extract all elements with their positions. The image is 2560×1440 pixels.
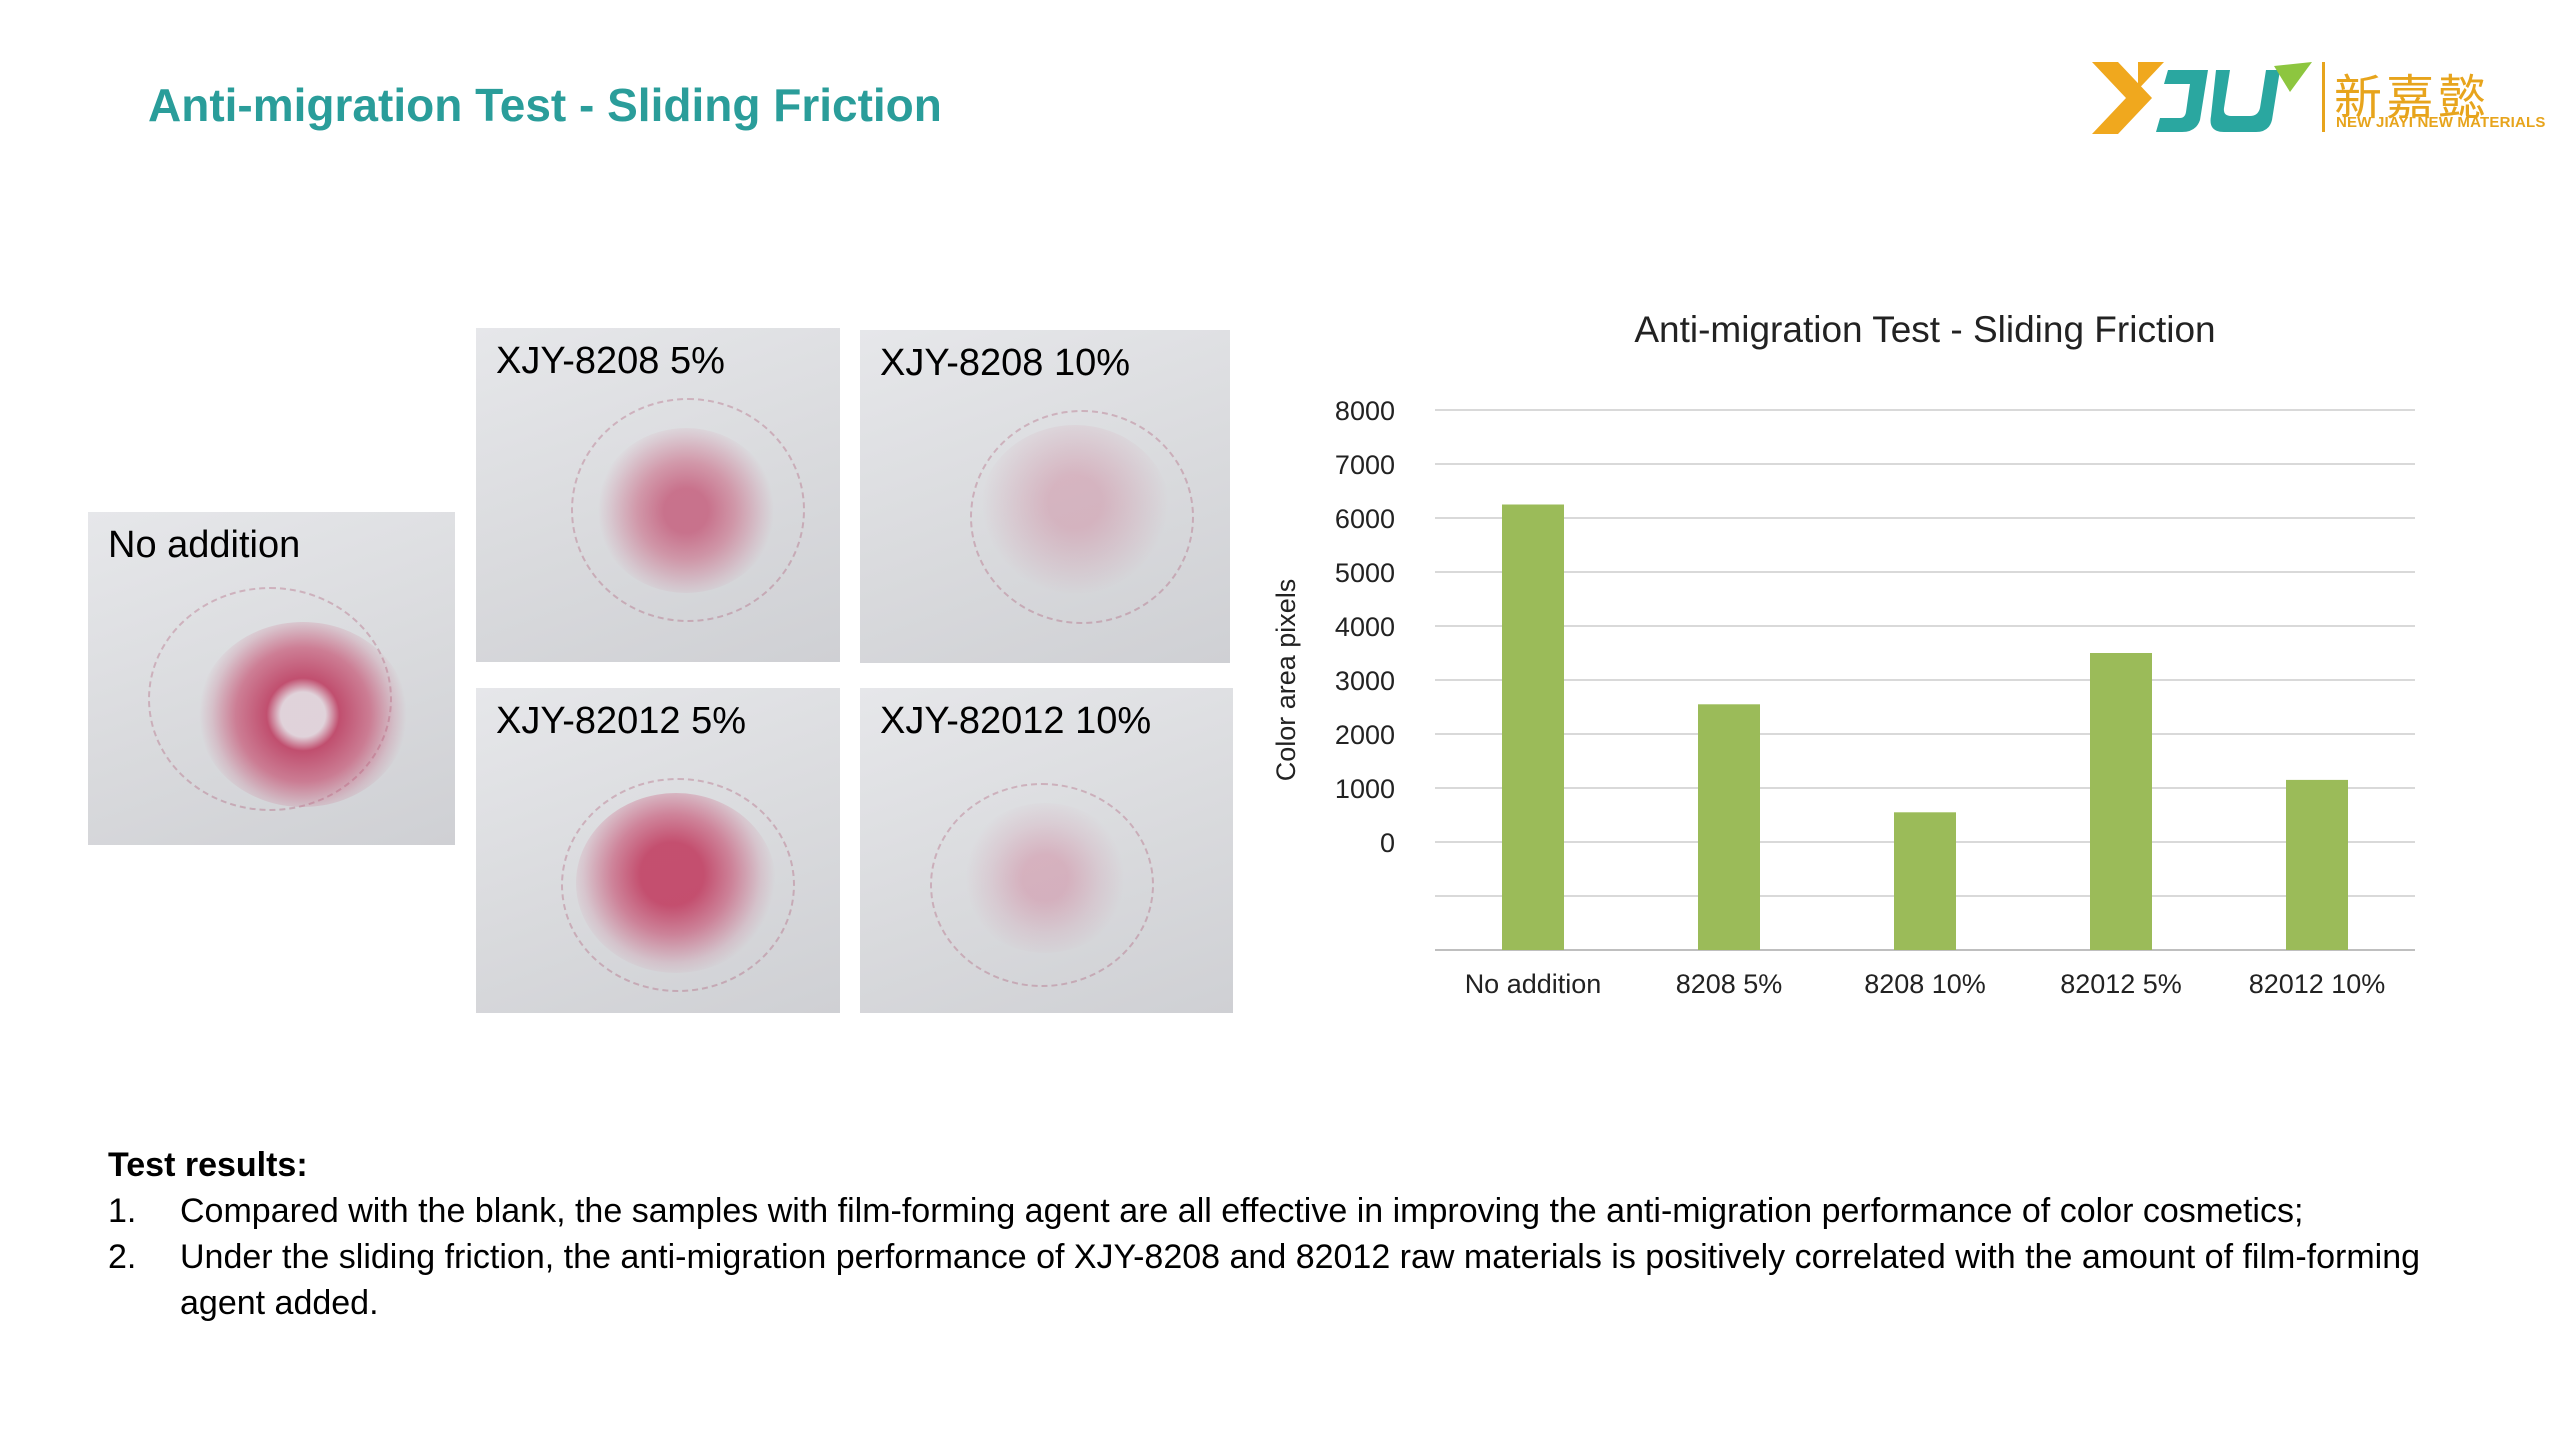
x-tick-label: 8208 10% — [1864, 969, 1986, 999]
bar — [1502, 504, 1564, 950]
chart-title: Anti-migration Test - Sliding Friction — [1634, 309, 2215, 350]
photo-xjy-82012-10: XJY-82012 10% — [860, 688, 1233, 1013]
y-axis-label: Color area pixels — [1271, 579, 1301, 782]
y-tick-label: 0 — [1380, 828, 1395, 858]
stain-mark — [198, 622, 408, 807]
y-tick-label: 1000 — [1335, 774, 1395, 804]
y-tick-label: 4000 — [1335, 612, 1395, 642]
result-number: 2. — [108, 1238, 137, 1276]
company-logo: 新嘉懿 NEW JIAYI NEW MATERIALS — [2090, 58, 2545, 138]
y-tick-label: 7000 — [1335, 450, 1395, 480]
photo-xjy-8208-10: XJY-8208 10% — [860, 330, 1230, 663]
test-results: Test results: 1. Compared with the blank… — [108, 1142, 2438, 1326]
stain-ring — [970, 410, 1194, 624]
y-tick-label: 5000 — [1335, 558, 1395, 588]
y-tick-label: 6000 — [1335, 504, 1395, 534]
x-tick-label: 82012 5% — [2060, 969, 2182, 999]
bar-chart: Anti-migration Test - Sliding Friction 0 1… — [1271, 309, 2415, 999]
stain-mark — [596, 428, 776, 593]
stain-mark — [576, 793, 776, 973]
bar — [2286, 779, 2348, 950]
logo-divider — [2322, 62, 2325, 132]
logo-english-name: NEW JIAYI NEW MATERIALS — [2336, 114, 2546, 131]
bar — [2090, 653, 2152, 950]
photo-no-addition: No addition — [88, 512, 455, 845]
x-tick-label: 8208 5% — [1676, 969, 1783, 999]
stain-mark — [980, 425, 1170, 595]
photo-xjy-8208-5: XJY-8208 5% — [476, 328, 840, 662]
photo-label: No addition — [108, 524, 301, 566]
stain-ring — [930, 783, 1154, 987]
logo-chinese-name: 新嘉懿 — [2334, 70, 2491, 126]
xjy-logo-mark — [2092, 62, 2312, 134]
bar — [1894, 812, 1956, 950]
slide-title: Anti-migration Test - Sliding Friction — [148, 79, 942, 131]
photo-label: XJY-82012 5% — [496, 700, 747, 742]
stain-ring — [571, 398, 805, 622]
photo-label: XJY-8208 5% — [496, 340, 725, 382]
stain-mark — [960, 803, 1130, 953]
result-item: 2. Under the sliding friction, the anti-… — [108, 1234, 2438, 1326]
y-tick-label: 2000 — [1335, 720, 1395, 750]
result-item: 1. Compared with the blank, the samples … — [108, 1188, 2438, 1234]
result-text: Under the sliding friction, the anti-mig… — [180, 1238, 2421, 1322]
x-tick-label: 82012 10% — [2249, 969, 2386, 999]
results-heading: Test results: — [108, 1146, 308, 1184]
y-tick-label: 8000 — [1335, 396, 1395, 426]
photo-xjy-82012-5: XJY-82012 5% — [476, 688, 840, 1013]
result-number: 1. — [108, 1192, 137, 1230]
photo-label: XJY-8208 10% — [880, 342, 1131, 384]
photo-label: XJY-82012 10% — [880, 700, 1152, 742]
bar — [1698, 704, 1760, 950]
x-tick-label: No addition — [1465, 969, 1602, 999]
result-text: Compared with the blank, the samples wit… — [180, 1192, 2304, 1230]
y-tick-label: 3000 — [1335, 666, 1395, 696]
stain-ring — [561, 778, 795, 992]
